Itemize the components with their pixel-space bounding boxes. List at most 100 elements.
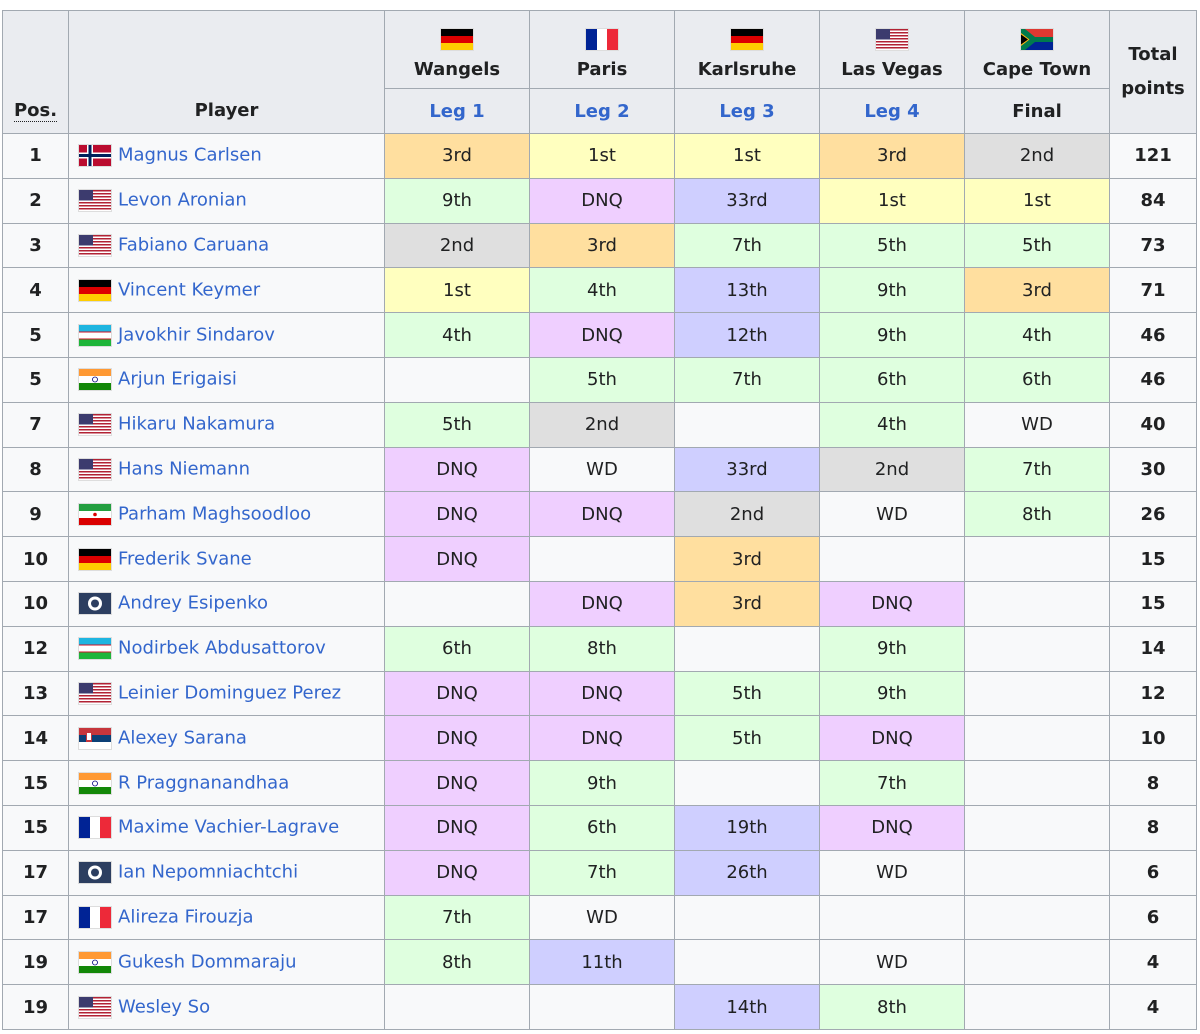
result: 2nd	[384, 222, 530, 269]
player-name: Hikaru Nakamura	[118, 413, 276, 435]
row: 3 Fabiano Caruana 2nd 3rd 7th 5th 5th 73	[2, 222, 1197, 269]
player-name: Maxime Vachier-Lagrave	[118, 816, 340, 838]
pos: 7	[2, 401, 69, 448]
result: DNQ	[384, 804, 530, 851]
player-cell: Hikaru Nakamura	[68, 401, 385, 448]
result: 7th	[819, 760, 965, 806]
pos: 9	[2, 491, 69, 538]
player-cell: Wesley So	[68, 984, 385, 1030]
venue-city: Paris	[576, 59, 628, 80]
result: 4th	[384, 312, 530, 358]
result: DNQ	[819, 715, 965, 762]
total: 12	[1109, 670, 1197, 717]
result: DNQ	[384, 715, 530, 762]
result	[674, 939, 820, 986]
result: WD	[964, 401, 1110, 448]
total: 14	[1109, 625, 1197, 672]
pos: 12	[2, 625, 69, 672]
venue-stage: Leg 3	[674, 88, 820, 134]
player-name: Andrey Esipenko	[118, 592, 269, 614]
result	[674, 894, 820, 941]
result: DNQ	[529, 670, 675, 717]
row: 13 Leinier Dominguez Perez DNQ DNQ 5th 9th 12	[2, 670, 1197, 717]
row: 14 Alexey Sarana DNQ DNQ 5th DNQ 10	[2, 715, 1197, 762]
result	[964, 804, 1110, 851]
player-cell: Nodirbek Abdusattorov	[68, 625, 385, 672]
result: 9th	[384, 177, 530, 224]
player-cell: Leinier Dominguez Perez	[68, 670, 385, 717]
pos: 14	[2, 715, 69, 762]
pos: 19	[2, 984, 69, 1030]
result: WD	[529, 894, 675, 941]
row: 2 Levon Aronian 9th DNQ 33rd 1st 1st 84	[2, 177, 1197, 224]
flag	[78, 861, 112, 885]
result: DNQ	[819, 580, 965, 627]
flag	[78, 189, 112, 213]
flag	[78, 995, 112, 1019]
row: 5 Arjun Erigaisi 5th 7th 6th 6th 46	[2, 356, 1197, 403]
venue-stage: Final	[964, 88, 1110, 134]
flag	[78, 144, 112, 168]
flag	[1020, 28, 1054, 51]
result: 1st	[819, 177, 965, 224]
result: DNQ	[529, 715, 675, 762]
venue-city: Wangels	[413, 59, 501, 80]
total: 26	[1109, 491, 1197, 538]
result	[964, 715, 1110, 762]
player-cell: Arjun Erigaisi	[68, 356, 385, 403]
result: 5th	[964, 222, 1110, 269]
result: 9th	[819, 312, 965, 358]
result: DNQ	[384, 491, 530, 538]
result: 3rd	[384, 133, 530, 179]
result: 26th	[674, 849, 820, 896]
total-header: Total points	[1109, 10, 1197, 134]
result: 4th	[819, 401, 965, 448]
result: DNQ	[384, 849, 530, 896]
pos: 5	[2, 312, 69, 358]
result: DNQ	[529, 312, 675, 358]
pos: 3	[2, 222, 69, 269]
result: 2nd	[529, 401, 675, 448]
row: 15 Maxime Vachier-Lagrave DNQ 6th 19th DNQ 8	[2, 804, 1197, 851]
result: DNQ	[384, 446, 530, 493]
total: 8	[1109, 760, 1197, 806]
flag	[78, 726, 112, 750]
result	[674, 401, 820, 448]
result	[674, 760, 820, 806]
player-name: Vincent Keymer	[118, 279, 261, 301]
player-name: Javokhir Sindarov	[118, 324, 275, 346]
result: 5th	[819, 222, 965, 269]
player-name: Frederik Svane	[118, 548, 252, 570]
player-name: Wesley So	[118, 996, 211, 1018]
row: 5 Javokhir Sindarov 4th DNQ 12th 9th 4th 46	[2, 312, 1197, 358]
flag	[78, 905, 112, 929]
result	[819, 894, 965, 941]
player-name: Alexey Sarana	[118, 727, 247, 749]
flag	[585, 28, 619, 51]
result	[964, 894, 1110, 941]
total: 46	[1109, 356, 1197, 403]
result: 2nd	[674, 491, 820, 538]
result: 5th	[674, 715, 820, 762]
pos: 17	[2, 849, 69, 896]
result: DNQ	[819, 804, 965, 851]
player-cell: Levon Aronian	[68, 177, 385, 224]
row: 19 Wesley So 14th 8th 4	[2, 984, 1197, 1030]
result: 12th	[674, 312, 820, 358]
player-name: Magnus Carlsen	[118, 144, 262, 166]
result: 6th	[384, 625, 530, 672]
result: 8th	[819, 984, 965, 1030]
flag	[78, 547, 112, 571]
flag	[875, 28, 909, 51]
result: 3rd	[674, 580, 820, 627]
flag	[78, 816, 112, 840]
result: 1st	[964, 177, 1110, 224]
result: 7th	[384, 894, 530, 941]
player-name: Levon Aronian	[118, 189, 247, 211]
row: 15 R Praggnanandhaa DNQ 9th 7th 8	[2, 760, 1197, 806]
player-name: Leinier Dominguez Perez	[118, 682, 342, 704]
pos: 2	[2, 177, 69, 224]
player-cell: Gukesh Dommaraju	[68, 939, 385, 986]
result: 4th	[964, 312, 1110, 358]
